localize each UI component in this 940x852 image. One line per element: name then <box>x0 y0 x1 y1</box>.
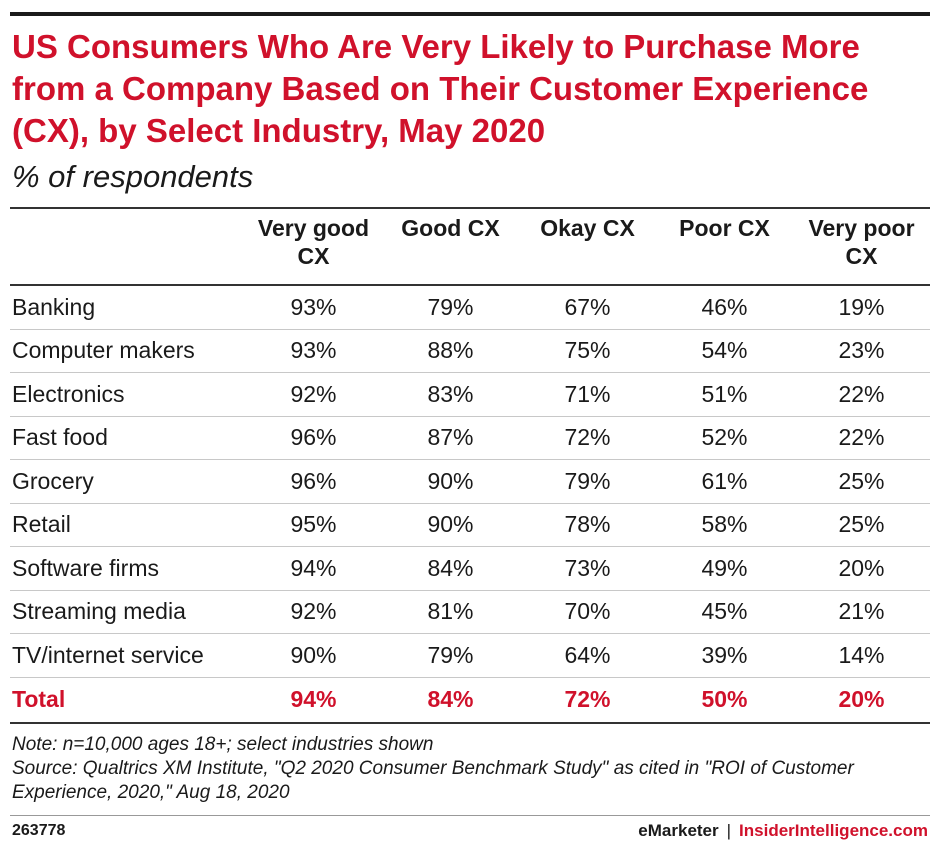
total-row: Total 94% 84% 72% 50% 20% <box>10 677 930 724</box>
value-cell: 51% <box>656 372 793 417</box>
value-cell: 96% <box>245 416 382 460</box>
value-cell: 87% <box>382 416 519 460</box>
table-row: Retail 95% 90% 78% 58% 25% <box>10 503 930 547</box>
value-cell: 72% <box>519 416 656 460</box>
value-cell: 71% <box>519 372 656 417</box>
value-cell: 52% <box>656 416 793 460</box>
top-rule <box>10 12 930 16</box>
value-cell: 90% <box>382 503 519 547</box>
total-value-cell: 20% <box>793 677 930 724</box>
data-table: Very good CX Good CX Okay CX Poor CX Ver… <box>10 212 930 724</box>
column-header: Very poor CX <box>793 212 930 286</box>
row-label: Retail <box>10 503 245 547</box>
footer-rule <box>10 815 930 816</box>
value-cell: 93% <box>245 329 382 373</box>
value-cell: 92% <box>245 590 382 634</box>
value-cell: 23% <box>793 329 930 373</box>
total-label: Total <box>10 677 245 724</box>
value-cell: 22% <box>793 416 930 460</box>
brand-insider-intelligence: InsiderIntelligence.com <box>739 821 928 840</box>
row-label-header <box>10 212 245 286</box>
value-cell: 90% <box>382 459 519 504</box>
column-header: Poor CX <box>656 212 793 286</box>
brand-separator: | <box>726 821 732 840</box>
note-text: Note: n=10,000 ages 18+; select industri… <box>12 734 434 755</box>
row-label: Electronics <box>10 372 245 417</box>
value-cell: 79% <box>382 633 519 678</box>
value-cell: 96% <box>245 459 382 504</box>
value-cell: 92% <box>245 372 382 417</box>
table-row: Banking 93% 79% 67% 46% 19% <box>10 285 930 330</box>
row-label: Fast food <box>10 416 245 460</box>
table-row: Software firms 94% 84% 73% 49% 20% <box>10 546 930 591</box>
row-label: Streaming media <box>10 590 245 634</box>
value-cell: 79% <box>519 459 656 504</box>
value-cell: 61% <box>656 459 793 504</box>
value-cell: 94% <box>245 546 382 591</box>
brand: eMarketer | InsiderIntelligence.com <box>638 821 928 841</box>
value-cell: 54% <box>656 329 793 373</box>
brand-emarketer: eMarketer <box>638 821 719 840</box>
row-label: Software firms <box>10 546 245 591</box>
table-row: Streaming media 92% 81% 70% 45% 21% <box>10 590 930 634</box>
value-cell: 93% <box>245 285 382 330</box>
total-value-cell: 72% <box>519 677 656 724</box>
row-label: Computer makers <box>10 329 245 373</box>
chart-title: US Consumers Who Are Very Likely to Purc… <box>12 28 869 149</box>
value-cell: 84% <box>382 546 519 591</box>
value-cell: 83% <box>382 372 519 417</box>
value-cell: 25% <box>793 459 930 504</box>
value-cell: 90% <box>245 633 382 678</box>
row-label: Banking <box>10 285 245 330</box>
table-body: Banking 93% 79% 67% 46% 19% Computer makers 93%… <box>10 285 930 724</box>
chart-subtitle: % of respondents <box>12 159 254 194</box>
value-cell: 45% <box>656 590 793 634</box>
table-row: Fast food 96% 87% 72% 52% 22% <box>10 416 930 460</box>
column-header-row: Very good CX Good CX Okay CX Poor CX Ver… <box>10 212 930 286</box>
value-cell: 70% <box>519 590 656 634</box>
value-cell: 88% <box>382 329 519 373</box>
value-cell: 39% <box>656 633 793 678</box>
column-header: Good CX <box>382 212 519 286</box>
table-row: Computer makers 93% 88% 75% 54% 23% <box>10 329 930 373</box>
value-cell: 64% <box>519 633 656 678</box>
value-cell: 20% <box>793 546 930 591</box>
value-cell: 22% <box>793 372 930 417</box>
header-rule <box>10 207 930 209</box>
value-cell: 81% <box>382 590 519 634</box>
source-text: Source: Qualtrics XM Institute, "Q2 2020… <box>12 758 854 803</box>
value-cell: 14% <box>793 633 930 678</box>
chart-id: 263778 <box>12 822 66 839</box>
column-header: Very good CX <box>245 212 382 286</box>
row-label: TV/internet service <box>10 633 245 678</box>
value-cell: 79% <box>382 285 519 330</box>
total-value-cell: 94% <box>245 677 382 724</box>
table-row: TV/internet service 90% 79% 64% 39% 14% <box>10 633 930 678</box>
value-cell: 21% <box>793 590 930 634</box>
notes: Note: n=10,000 ages 18+; select industri… <box>12 733 927 805</box>
column-header: Okay CX <box>519 212 656 286</box>
total-value-cell: 84% <box>382 677 519 724</box>
value-cell: 25% <box>793 503 930 547</box>
value-cell: 58% <box>656 503 793 547</box>
total-value-cell: 50% <box>656 677 793 724</box>
value-cell: 67% <box>519 285 656 330</box>
value-cell: 95% <box>245 503 382 547</box>
value-cell: 78% <box>519 503 656 547</box>
value-cell: 19% <box>793 285 930 330</box>
value-cell: 46% <box>656 285 793 330</box>
value-cell: 49% <box>656 546 793 591</box>
table-row: Electronics 92% 83% 71% 51% 22% <box>10 372 930 417</box>
value-cell: 73% <box>519 546 656 591</box>
table-row: Grocery 96% 90% 79% 61% 25% <box>10 459 930 504</box>
value-cell: 75% <box>519 329 656 373</box>
row-label: Grocery <box>10 459 245 504</box>
